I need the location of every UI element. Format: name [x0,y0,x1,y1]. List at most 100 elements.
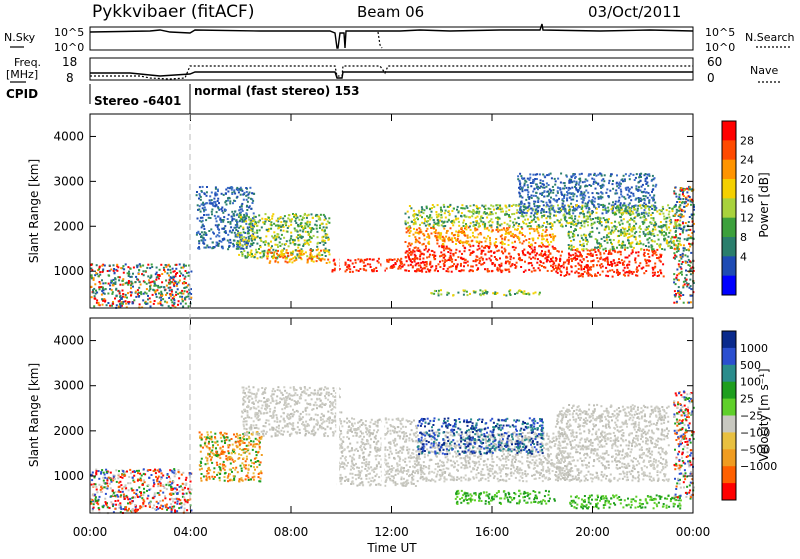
echo-cell [365,269,367,271]
velocity-heatmap [90,318,695,514]
echo-cell [523,185,525,187]
echo-cell [645,205,647,207]
echo-cell [544,257,546,259]
echo-cell [592,260,594,262]
echo-cell [531,195,533,197]
echo-cell [455,231,457,233]
echo-cell [230,242,232,244]
echo-cell [116,304,118,306]
echo-cell [363,268,365,270]
echo-cell [550,226,552,228]
echo-cell [410,207,412,209]
echo-cell [593,204,595,206]
echo-cell [607,207,609,209]
echo-cell [419,254,421,256]
echo-cell [546,182,548,184]
echo-cell [184,278,186,280]
echo-cell [615,265,617,267]
colorbar-swatch [722,121,736,141]
echo-cell [543,266,545,268]
echo-cell [245,220,247,222]
echo-cell [508,244,510,246]
echo-cell [223,228,225,230]
echo-cell [586,185,588,187]
echo-cell [358,270,360,272]
echo-cell [675,283,677,285]
echo-cell [294,220,296,222]
echo-cell [572,236,574,238]
echo-cell [233,200,235,202]
echo-cell [469,216,471,218]
echo-cell [108,477,110,479]
echo-cell [621,243,623,245]
echo-cell [199,186,201,188]
echo-cell [435,211,437,213]
echo-cell [454,237,456,239]
echo-cell [248,238,250,240]
echo-cell [248,216,250,218]
echo-cell [160,264,162,266]
echo-cell [229,187,231,189]
echo-cell [173,276,175,278]
echo-cell [568,235,570,237]
echo-cell [647,253,649,255]
echo-cell [450,266,452,268]
echo-cell [537,206,539,208]
echo-cell [234,227,236,229]
echo-cell [549,223,551,225]
echo-cell [183,287,185,289]
echo-cell [427,233,429,235]
echo-cell [537,230,539,232]
echo-cell [597,260,599,262]
echo-cell [472,245,474,247]
echo-cell [591,224,593,226]
echo-cell [138,281,140,283]
echo-cell [664,224,666,226]
echo-cell [538,235,540,237]
echo-cell [130,284,132,286]
echo-cell [479,258,481,260]
echo-cell [241,236,243,238]
echo-cell [479,207,481,209]
echo-cell [522,190,524,192]
echo-cell [137,472,139,474]
echo-cell [242,239,244,241]
echo-cell [288,245,290,247]
echo-cell [525,223,527,225]
echo-cell [675,277,677,279]
echo-cell [375,267,377,269]
echo-cell [469,270,471,272]
echo-cell [169,289,171,291]
echo-cell [462,241,464,243]
echo-cell [583,226,585,228]
echo-cell [225,209,227,211]
echo-cell [177,500,179,502]
echo-cell [142,265,144,267]
echo-cell [397,258,399,260]
echo-cell [166,488,168,490]
echo-cell [320,250,322,252]
echo-cell [565,225,567,227]
echo-cell [546,234,548,236]
echo-cell [466,240,468,242]
echo-cell [679,206,681,208]
echo-cell [455,219,457,221]
echo-cell [169,506,171,508]
echo-cell [435,223,437,225]
echo-cell [171,511,173,513]
echo-cell [516,212,518,214]
echo-cell [643,202,645,204]
echo-cell [236,242,238,244]
echo-cell [645,173,647,175]
echo-cell [634,228,636,230]
echo-cell [288,214,290,216]
echo-cell [589,213,591,215]
echo-cell [414,258,416,260]
echo-cell [229,200,231,202]
echo-cell [652,188,654,190]
echo-cell [159,269,161,271]
echo-cell [652,175,654,177]
echo-cell [119,291,121,293]
echo-cell [450,221,452,223]
echo-cell [137,509,139,511]
